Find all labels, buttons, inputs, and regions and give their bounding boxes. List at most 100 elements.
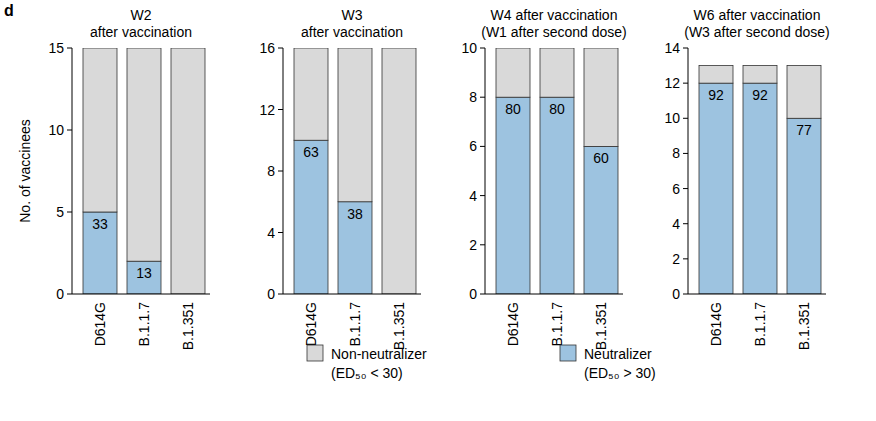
percent-label: 92 [752, 87, 768, 103]
category-label: B.1.1.7 [752, 302, 768, 347]
bar-segment [171, 48, 205, 294]
y-tick [480, 195, 485, 196]
title: W6 after vaccination [694, 7, 821, 23]
figure: dW2after vaccination3313D614GB.1.1.7B.1.… [0, 0, 876, 421]
bar-segment [294, 140, 328, 294]
bar-segment [127, 48, 161, 261]
bar-segment [496, 97, 530, 294]
y-tick-label: 15 [48, 40, 64, 56]
y-tick [683, 83, 688, 84]
y-tick-label: 4 [469, 188, 477, 204]
bars [496, 48, 618, 294]
percent-label: 63 [303, 144, 319, 160]
bar-segment [127, 261, 161, 294]
y-axis [72, 48, 73, 294]
title: after vaccination [301, 24, 403, 40]
category-label: B.1.351 [180, 302, 196, 350]
percent-label: 38 [347, 206, 363, 222]
y-tick-label: 12 [259, 102, 275, 118]
bar-segment [584, 146, 618, 294]
panel-label: d [4, 2, 14, 19]
percent-label: 92 [708, 87, 724, 103]
y-tick-label: 8 [672, 145, 680, 161]
y-tick-label: 6 [672, 181, 680, 197]
x-axis [283, 294, 421, 295]
y-tick [67, 48, 72, 49]
y-tick-label: 10 [48, 122, 64, 138]
title: W2 [131, 7, 152, 23]
y-tick [683, 118, 688, 119]
y-tick [278, 109, 283, 110]
y-tick-label: 12 [664, 75, 680, 91]
bar-segment [540, 97, 574, 294]
category-label: D614G [708, 302, 724, 346]
category-label: B.1.351 [391, 302, 407, 350]
y-tick-label: 0 [672, 286, 680, 302]
bar-segment [787, 66, 821, 119]
bar-segment [382, 48, 416, 294]
y-tick [683, 188, 688, 189]
category-label: B.1.1.7 [347, 302, 363, 347]
y-tick [683, 258, 688, 259]
y-tick [480, 294, 485, 295]
percent-label: 33 [92, 216, 108, 232]
legend-entry: Neutralizer(ED₅₀ > 30) [584, 346, 656, 381]
x-axis [688, 294, 826, 295]
y-axis-label: No. of vaccinees [17, 119, 33, 223]
title: (W3 after second dose) [684, 24, 830, 40]
percent-label: 80 [505, 101, 521, 117]
bar-segment [743, 66, 777, 84]
y-tick [683, 48, 688, 49]
bars [699, 66, 821, 294]
category-label: D614G [92, 302, 108, 346]
y-tick-label: 10 [461, 40, 477, 56]
x-axis [72, 294, 210, 295]
title: W4 after vaccination [491, 7, 618, 23]
bar-segment [787, 118, 821, 294]
bar-segment [496, 48, 530, 97]
legend-swatch [307, 345, 323, 361]
percent-label: 77 [796, 122, 812, 138]
y-tick-label: 2 [672, 251, 680, 267]
y-tick-label: 5 [56, 204, 64, 220]
y-tick-label: 0 [469, 286, 477, 302]
y-tick [278, 171, 283, 172]
y-tick-label: 2 [469, 237, 477, 253]
bar-segment [338, 202, 372, 294]
data-labels: 808060 [505, 101, 609, 166]
y-tick-label: 14 [664, 40, 680, 56]
title: W3 [342, 7, 363, 23]
bar-segment [294, 48, 328, 140]
y-tick [278, 294, 283, 295]
y-tick [480, 244, 485, 245]
y-tick-label: 8 [469, 89, 477, 105]
y-tick-label: 10 [664, 110, 680, 126]
panel: W3after vaccination 63 38 D614G B.1.1.7 B.1.3… [259, 7, 421, 350]
panel: W4 after vaccination(W1 after second dos… [461, 7, 626, 350]
y-axis [485, 48, 486, 294]
y-tick [278, 48, 283, 49]
bar-segment [699, 83, 733, 294]
category-label: B.1.351 [593, 302, 609, 350]
bar-segment [540, 48, 574, 97]
title: (W1 after second dose) [481, 24, 627, 40]
bar-segment [699, 66, 733, 84]
category-label: B.1.1.7 [136, 302, 152, 347]
y-tick-label: 6 [469, 138, 477, 154]
y-tick-label: 4 [267, 225, 275, 241]
bar-segment [338, 48, 372, 202]
y-tick [480, 97, 485, 98]
category-label: D614G [303, 302, 319, 346]
y-tick-label: 16 [259, 40, 275, 56]
y-tick [480, 48, 485, 49]
bars [294, 48, 416, 294]
bar-segment [83, 212, 117, 294]
y-tick [67, 294, 72, 295]
title: after vaccination [90, 24, 192, 40]
y-tick [67, 212, 72, 213]
y-tick-label: 0 [267, 286, 275, 302]
y-tick [683, 153, 688, 154]
data-labels: 63 38 [303, 144, 363, 222]
y-tick [683, 294, 688, 295]
bar-segment [584, 48, 618, 146]
